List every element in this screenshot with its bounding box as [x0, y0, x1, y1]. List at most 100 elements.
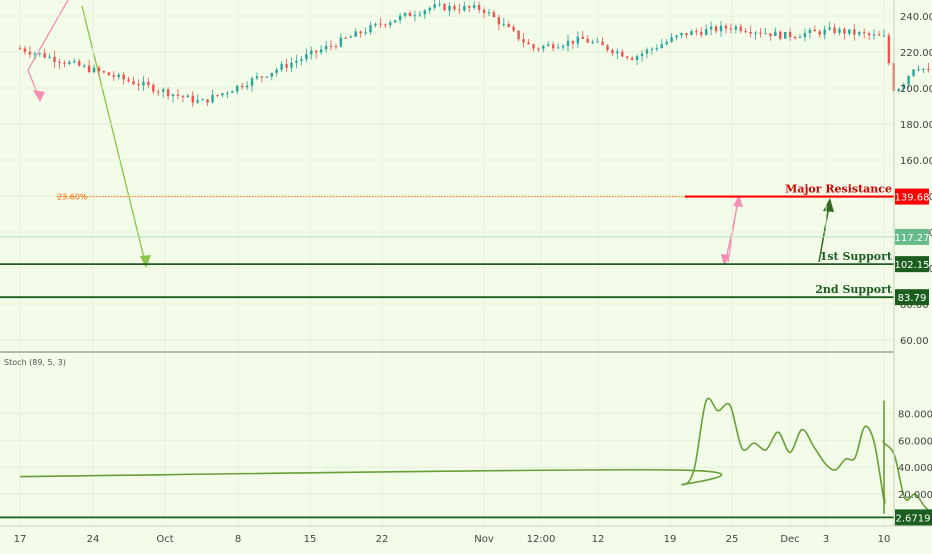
candle-body [305, 54, 307, 59]
candle-body [740, 27, 742, 31]
candle-body [532, 44, 534, 48]
candle-body [93, 68, 95, 72]
candle-body [177, 94, 179, 95]
candle-body [266, 77, 268, 78]
candle-body [483, 10, 485, 13]
candle-body [582, 37, 584, 39]
stoch-tick-label: 80.0000 [898, 409, 932, 420]
candle-body [325, 46, 327, 50]
candle-body [809, 30, 811, 33]
candle-body [132, 81, 134, 84]
candle-body [626, 57, 628, 58]
candle-body [103, 71, 105, 72]
candle-body [53, 57, 55, 62]
candle-body [429, 8, 431, 11]
stoch-tick-label: 40.0000 [898, 463, 932, 474]
candle-body [883, 36, 885, 37]
candle-body [779, 32, 781, 39]
candle-body [503, 24, 505, 25]
candle-body [152, 85, 154, 92]
candle-body [384, 25, 386, 26]
candle-body [838, 29, 840, 33]
candle-body [666, 42, 668, 45]
candle-body [858, 32, 860, 35]
price-tick-label: 160.00 [900, 156, 932, 167]
candle-body [157, 92, 159, 93]
candle-body [577, 37, 579, 44]
candle-body [596, 41, 598, 42]
time-tick-label: 19 [664, 534, 677, 545]
candle-body [182, 96, 184, 97]
candle-body [419, 14, 421, 15]
level-badge-value: 139.68 [895, 193, 930, 204]
time-tick-label: 17 [14, 534, 27, 545]
candle-body [83, 66, 85, 67]
candle-body [616, 52, 618, 54]
candle-body [498, 17, 500, 24]
candle-body [216, 95, 218, 96]
candle-body [399, 16, 401, 21]
candle-body [512, 27, 514, 31]
candle-body [656, 48, 658, 49]
candle-body [374, 24, 376, 26]
candle-body [804, 33, 806, 37]
candle-body [340, 38, 342, 47]
level-annotation: Major Resistance [785, 183, 892, 196]
level-badge-value: 83.79 [898, 293, 927, 304]
candle-body [201, 99, 203, 100]
candle-body [606, 45, 608, 50]
candle-body [458, 9, 460, 10]
candle-body [680, 33, 682, 36]
candle-body [646, 50, 648, 54]
candle-body [443, 4, 445, 10]
candle-body [142, 82, 144, 86]
candle-body [73, 61, 75, 62]
candle-body [749, 32, 751, 34]
candle-body [601, 41, 603, 45]
candle-body [364, 32, 366, 33]
time-tick-label: 3 [823, 534, 829, 545]
candle-body [88, 66, 90, 72]
candle-body [246, 86, 248, 87]
candle-body [300, 59, 302, 61]
candle-body [730, 28, 732, 29]
candle-body [211, 95, 213, 103]
candle-body [868, 33, 870, 35]
candle-body [221, 93, 223, 95]
candle-body [745, 31, 747, 32]
price-tick-label: 60.00 [900, 336, 929, 347]
candle-body [290, 63, 292, 68]
time-tick-label: 25 [726, 534, 739, 545]
candle-body [197, 100, 199, 102]
candle-body [715, 27, 717, 32]
time-tick-label: 24 [87, 534, 100, 545]
candle-body [256, 76, 258, 78]
candle-body [922, 69, 924, 70]
candle-body [63, 63, 65, 64]
candle-body [917, 69, 919, 70]
candle-body [285, 64, 287, 67]
candle-body [537, 49, 539, 50]
candle-body [473, 5, 475, 8]
candle-body [843, 29, 845, 34]
candle-body [280, 64, 282, 70]
candle-body [878, 34, 880, 35]
candle-body [43, 53, 45, 58]
stoch-title: Stoch (89, 5, 3) [4, 358, 66, 367]
candle-body [789, 32, 791, 37]
candle-body [310, 51, 312, 55]
candle-body [113, 75, 115, 77]
candle-body [685, 33, 687, 35]
candle-body [912, 69, 914, 76]
time-tick-label: 8 [235, 534, 241, 545]
candle-body [651, 49, 653, 50]
candle-body [369, 25, 371, 32]
candle-body [784, 32, 786, 39]
candle-body [34, 53, 36, 54]
candle-body [187, 96, 189, 98]
candle-body [78, 61, 80, 66]
candle-body [670, 37, 672, 41]
stoch-tick-label: 20.0000 [898, 490, 932, 501]
